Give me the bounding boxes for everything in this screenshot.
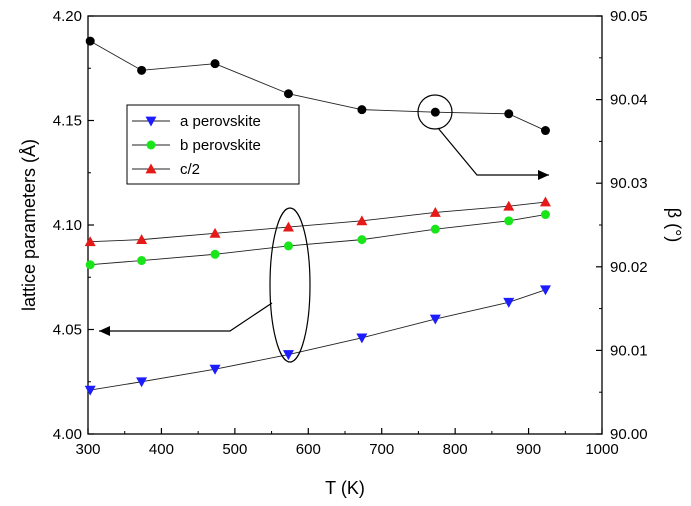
x-tick-label: 800 (443, 441, 468, 458)
annotation-lattice (99, 207, 311, 363)
data-point (210, 59, 220, 69)
x-tick-label: 600 (296, 441, 321, 458)
data-point (84, 385, 96, 396)
data-point (210, 249, 220, 259)
legend-marker (146, 140, 156, 150)
y-right-tick-label: 90.00 (610, 426, 648, 443)
data-point (356, 333, 368, 344)
y-right-ticks: 90.00 90.01 90.02 90.03 90.04 90.05 (596, 8, 648, 443)
data-point (503, 200, 515, 211)
data-point (136, 234, 148, 245)
y-left-tick-label: 4.15 (53, 113, 82, 130)
x-tick-label: 500 (222, 441, 247, 458)
legend-label: c/2 (180, 161, 200, 178)
data-point (282, 221, 294, 232)
y-left-tick-label: 4.10 (53, 217, 82, 234)
data-point (539, 196, 551, 207)
y-right-tick-label: 90.01 (610, 342, 648, 359)
x-tick-label: 300 (75, 441, 100, 458)
data-point (137, 65, 147, 75)
plot-area (87, 15, 603, 435)
legend-label: b perovskite (180, 137, 261, 154)
y-left-tick-label: 4.05 (53, 322, 82, 339)
legend-marker (145, 116, 157, 127)
x-ticks: 300 400 500 600 700 800 900 1000 (75, 428, 619, 458)
y-right-tick-label: 90.05 (610, 8, 648, 25)
x-axis-label: T (K) (325, 478, 365, 498)
data-point (503, 297, 515, 308)
y-right-tick-label: 90.04 (610, 92, 648, 109)
data-point (540, 126, 550, 136)
plot-frame (87, 15, 603, 435)
y-left-tick-label: 4.20 (53, 8, 82, 25)
x-tick-label: 700 (369, 441, 394, 458)
y-left-tick-label: 4.00 (53, 426, 82, 443)
y-right-tick-label: 90.02 (610, 259, 648, 276)
legend: a perovskite b perovskite c/2 (126, 104, 300, 185)
annotation-ellipse (269, 207, 311, 363)
series-line (90, 214, 546, 266)
legend-item: a perovskite (132, 113, 261, 130)
legend-box (126, 104, 300, 185)
legend-items: a perovskite b perovskite c/2 (132, 113, 261, 178)
data-point (356, 215, 368, 226)
data-point (209, 227, 221, 238)
annotation-arrowhead-left (99, 326, 110, 336)
x-tick-label: 1000 (585, 441, 618, 458)
data-point (136, 377, 148, 388)
series-line (90, 289, 546, 391)
series-line (90, 201, 546, 243)
data-point (429, 314, 441, 325)
x-tick-label: 900 (516, 441, 541, 458)
legend-item: b perovskite (132, 137, 261, 154)
data-point (504, 109, 514, 119)
y-right-tick-label: 90.03 (610, 175, 648, 192)
data-point (430, 224, 440, 234)
series-layer (84, 36, 551, 396)
data-point (540, 210, 550, 220)
annotation-arrow-left (99, 302, 273, 332)
data-point (504, 216, 514, 226)
annotation-circle (417, 94, 453, 130)
series-3 (85, 36, 550, 136)
data-point (84, 236, 96, 247)
data-point (539, 285, 551, 296)
annotation-beta (417, 94, 549, 180)
data-point (137, 256, 147, 266)
legend-label: a perovskite (180, 113, 261, 130)
y-left-axis-label: lattice parameters (Å) (19, 139, 39, 311)
series-line (89, 40, 546, 131)
data-point (85, 36, 95, 46)
data-point (282, 350, 294, 361)
y-right-axis-label: β (°) (664, 208, 684, 243)
data-point (357, 105, 367, 115)
data-point (429, 206, 441, 217)
data-point (430, 107, 440, 117)
legend-item: c/2 (132, 161, 200, 178)
annotation-arrowhead-right (538, 170, 549, 180)
data-point (283, 241, 293, 251)
data-point (283, 89, 293, 99)
data-point (209, 364, 221, 375)
series-2 (84, 196, 551, 247)
x-tick-label: 400 (149, 441, 174, 458)
series-1 (85, 210, 550, 270)
legend-marker (145, 163, 157, 174)
annotation-arrow-right (437, 127, 549, 176)
series-0 (84, 285, 551, 396)
y-left-ticks: 4.00 4.05 4.10 4.15 4.20 (53, 8, 94, 443)
data-point (85, 260, 95, 270)
data-point (357, 235, 367, 245)
